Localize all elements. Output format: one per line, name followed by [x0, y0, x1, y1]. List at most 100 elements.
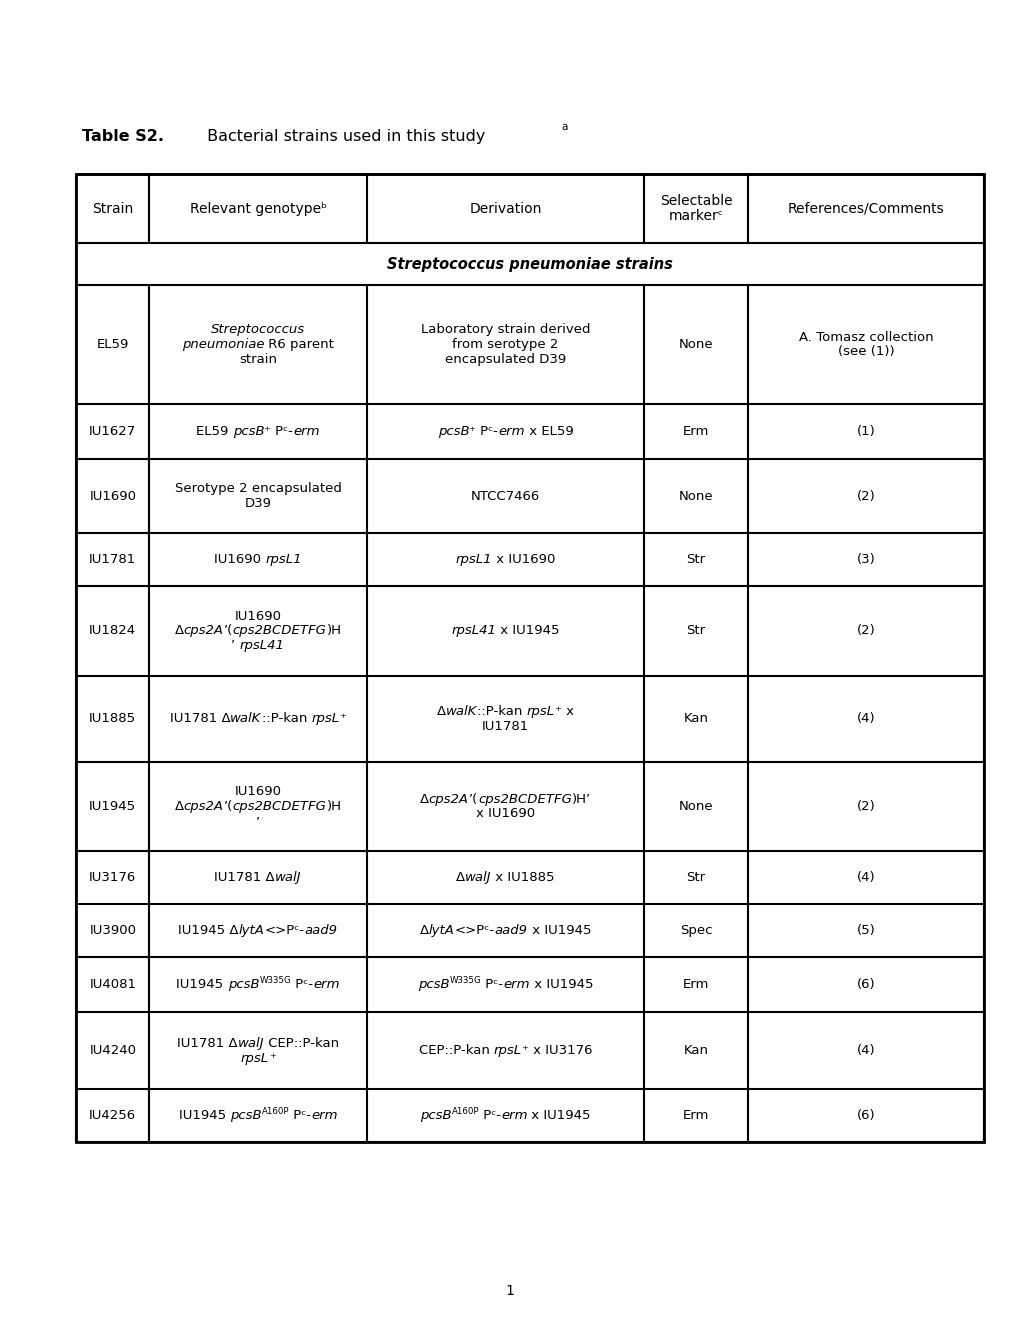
Text: walJ: walJ	[465, 871, 491, 884]
Text: Kan: Kan	[683, 713, 708, 725]
Text: x EL59: x EL59	[524, 425, 573, 438]
Text: R6 parent: R6 parent	[264, 338, 334, 351]
Text: walK: walK	[230, 713, 262, 725]
Text: IU1627: IU1627	[89, 425, 137, 438]
Text: (1): (1)	[856, 425, 874, 438]
Text: Δ: Δ	[174, 624, 183, 638]
Text: x IU1945: x IU1945	[529, 978, 592, 991]
Text: W335G: W335G	[449, 975, 481, 985]
Text: IU1824: IU1824	[89, 624, 137, 638]
Text: )H: )H	[326, 624, 341, 638]
Text: Δ: Δ	[455, 871, 465, 884]
Text: ⁺: ⁺	[339, 713, 346, 725]
Text: Laboratory strain derived: Laboratory strain derived	[420, 323, 590, 337]
Text: pcsB: pcsB	[229, 1109, 261, 1122]
Text: x IU1945: x IU1945	[527, 924, 591, 937]
Text: IU1945: IU1945	[176, 978, 227, 991]
Text: a: a	[560, 121, 567, 132]
Text: Pᶜ-: Pᶜ-	[481, 978, 502, 991]
Text: IU1690: IU1690	[234, 785, 281, 799]
Text: x IU1945: x IU1945	[495, 624, 559, 638]
Text: rpsL41: rpsL41	[450, 624, 495, 638]
Text: IU1690: IU1690	[90, 490, 137, 503]
Text: Bacterial strains used in this study: Bacterial strains used in this study	[202, 129, 485, 144]
Text: aad9: aad9	[494, 924, 527, 937]
Text: IU3900: IU3900	[90, 924, 137, 937]
Text: IU1781: IU1781	[89, 553, 137, 566]
Text: IU4081: IU4081	[90, 978, 137, 991]
Text: IU1781: IU1781	[481, 719, 529, 733]
Text: (4): (4)	[856, 1044, 874, 1057]
Text: strain: strain	[238, 352, 277, 366]
Text: pcsB: pcsB	[437, 425, 469, 438]
Text: (6): (6)	[856, 1109, 874, 1122]
Text: IU1885: IU1885	[89, 713, 137, 725]
Text: ⁺: ⁺	[268, 1052, 275, 1065]
Text: IU1945 Δ: IU1945 Δ	[178, 924, 238, 937]
Text: encapsulated D39: encapsulated D39	[444, 352, 566, 366]
Text: aad9: aad9	[305, 924, 337, 937]
Text: rpsL: rpsL	[240, 1052, 268, 1065]
Text: Str: Str	[686, 553, 705, 566]
Text: cps2A: cps2A	[183, 800, 223, 813]
Text: Δ: Δ	[174, 800, 183, 813]
Text: IU1945: IU1945	[89, 800, 137, 813]
Text: x IU1945: x IU1945	[527, 1109, 590, 1122]
Text: (4): (4)	[856, 713, 874, 725]
Text: rpsL1: rpsL1	[265, 553, 302, 566]
Text: Streptococcus: Streptococcus	[211, 323, 305, 337]
Text: ’(: ’(	[469, 792, 478, 805]
Text: Str: Str	[686, 624, 705, 638]
Text: ’: ’	[231, 639, 239, 652]
Text: )H: )H	[326, 800, 341, 813]
Text: A160P: A160P	[451, 1106, 479, 1115]
Text: CEP::P-kan: CEP::P-kan	[418, 1044, 493, 1057]
Text: cps2A: cps2A	[183, 624, 223, 638]
Text: Δ: Δ	[420, 792, 428, 805]
Text: Selectable: Selectable	[659, 194, 732, 209]
Text: ⁺ Pᶜ-: ⁺ Pᶜ-	[469, 425, 497, 438]
Text: pneumoniae: pneumoniae	[181, 338, 264, 351]
Text: x IU1690: x IU1690	[476, 808, 535, 821]
Text: ’: ’	[256, 814, 260, 828]
Text: Pᶜ-: Pᶜ-	[288, 1109, 311, 1122]
Text: ::P-kan: ::P-kan	[262, 713, 311, 725]
Text: NTCC7466: NTCC7466	[471, 490, 539, 503]
Text: (2): (2)	[856, 800, 874, 813]
Text: (2): (2)	[856, 624, 874, 638]
Text: (see (1)): (see (1))	[838, 346, 894, 359]
Text: Str: Str	[686, 871, 705, 884]
Text: Table S2.: Table S2.	[82, 129, 163, 144]
Text: pcsB: pcsB	[420, 1109, 451, 1122]
Text: IU3176: IU3176	[89, 871, 137, 884]
Text: IU1690: IU1690	[214, 553, 265, 566]
Text: erm: erm	[311, 1109, 337, 1122]
Text: 1: 1	[505, 1284, 514, 1298]
Text: cps2BCDETFG: cps2BCDETFG	[478, 792, 572, 805]
Text: Serotype 2 encapsulated: Serotype 2 encapsulated	[174, 482, 341, 495]
Text: Relevant genotypeᵇ: Relevant genotypeᵇ	[190, 202, 326, 215]
Text: Pᶜ-: Pᶜ-	[290, 978, 313, 991]
Text: W335G: W335G	[259, 975, 290, 985]
Text: rpsL: rpsL	[493, 1044, 522, 1057]
Text: Erm: Erm	[682, 1109, 708, 1122]
Text: (3): (3)	[856, 553, 874, 566]
Text: Erm: Erm	[682, 978, 708, 991]
Text: IU1690: IU1690	[234, 610, 281, 623]
Text: None: None	[678, 490, 712, 503]
Text: x IU1885: x IU1885	[491, 871, 554, 884]
Text: IU4256: IU4256	[89, 1109, 137, 1122]
Text: IU1781 Δ: IU1781 Δ	[176, 1036, 237, 1049]
Text: ⁺ x IU3176: ⁺ x IU3176	[522, 1044, 592, 1057]
Text: cps2BCDETFG: cps2BCDETFG	[232, 800, 326, 813]
Text: erm: erm	[500, 1109, 527, 1122]
Text: Spec: Spec	[679, 924, 711, 937]
Text: walJ: walJ	[275, 871, 302, 884]
Text: from serotype 2: from serotype 2	[451, 338, 558, 351]
Text: D39: D39	[245, 498, 271, 511]
Text: A160P: A160P	[261, 1106, 288, 1115]
Text: ’(: ’(	[223, 624, 232, 638]
Text: x IU1690: x IU1690	[491, 553, 554, 566]
Text: CEP::P-kan: CEP::P-kan	[264, 1036, 339, 1049]
Text: <>Pᶜ-: <>Pᶜ-	[265, 924, 305, 937]
